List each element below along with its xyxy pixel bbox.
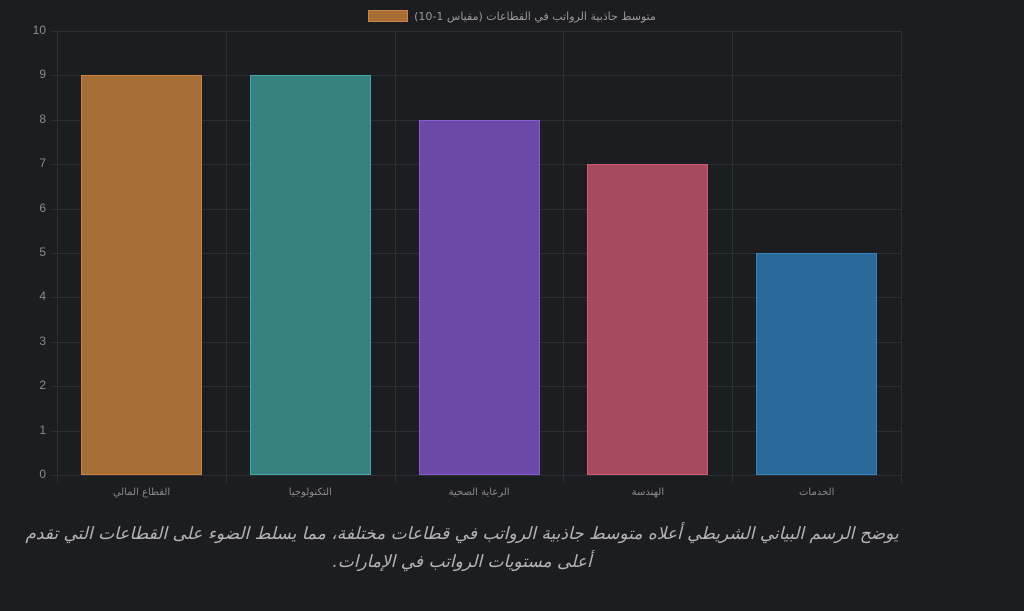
y-tick-label: 3 bbox=[39, 333, 46, 348]
y-tick-label: 8 bbox=[39, 111, 46, 126]
bar[interactable] bbox=[418, 119, 540, 475]
plot-area bbox=[51, 31, 902, 483]
gridline-vertical bbox=[563, 31, 565, 483]
legend-swatch bbox=[368, 10, 409, 22]
gridline-horizontal bbox=[51, 475, 901, 476]
x-tick-label: الهندسة bbox=[631, 487, 665, 498]
chart-legend[interactable]: متوسط جاذبية الرواتب في القطاعات (مقياس … bbox=[0, 8, 1024, 24]
chart-caption: يوضح الرسم البياني الشريطي أعلاه متوسط ج… bbox=[25, 524, 899, 572]
legend-label: متوسط جاذبية الرواتب في القطاعات (مقياس … bbox=[414, 9, 656, 23]
y-tick-label: 1 bbox=[39, 422, 46, 437]
gridline-horizontal bbox=[51, 75, 901, 77]
gridline-vertical bbox=[394, 31, 396, 483]
gridline-horizontal bbox=[51, 31, 901, 32]
y-tick-label: 6 bbox=[39, 200, 46, 215]
bar[interactable] bbox=[249, 75, 371, 475]
bar[interactable] bbox=[587, 164, 709, 475]
y-tick-label: 10 bbox=[32, 23, 46, 37]
y-tick-label: 9 bbox=[39, 67, 46, 82]
gridline-vertical bbox=[57, 31, 58, 483]
gridline-vertical bbox=[732, 31, 734, 483]
gridline-vertical bbox=[225, 31, 227, 483]
y-tick-label: 0 bbox=[39, 467, 46, 481]
x-tick-label: التكنولوجيا bbox=[288, 487, 332, 498]
y-tick-label: 4 bbox=[39, 289, 46, 304]
y-tick-label: 2 bbox=[39, 378, 46, 393]
bar[interactable] bbox=[80, 75, 202, 475]
bar[interactable] bbox=[756, 253, 878, 475]
y-tick-label: 5 bbox=[39, 245, 46, 259]
x-tick-label: الرعاية الصحية bbox=[448, 487, 510, 498]
x-tick-label: الخدمات bbox=[799, 487, 835, 498]
y-tick-label: 7 bbox=[39, 156, 46, 171]
x-tick-label: القطاع المالي bbox=[112, 487, 171, 498]
gridline-vertical bbox=[901, 31, 902, 483]
